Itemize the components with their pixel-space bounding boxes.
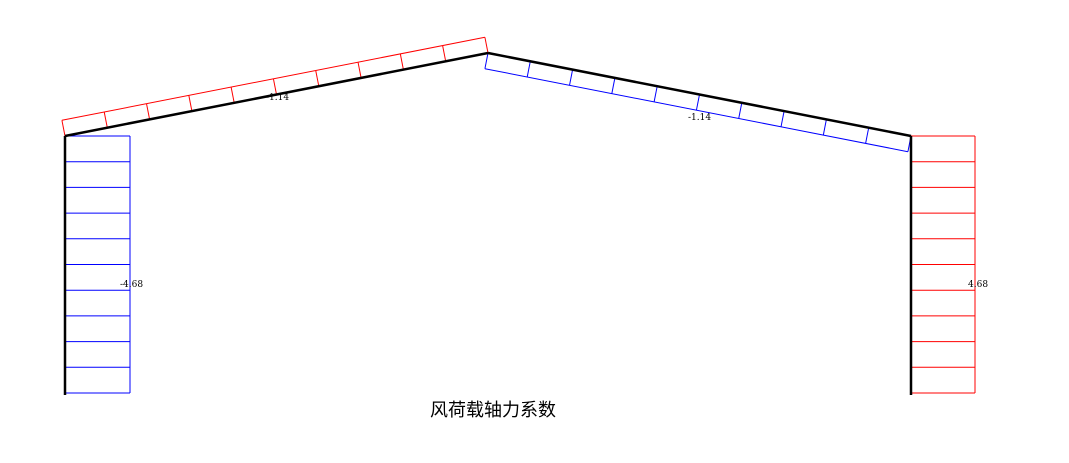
load-hatch-line xyxy=(611,77,616,94)
load-hatch-line xyxy=(230,87,235,103)
load-hatch-line xyxy=(695,94,700,111)
diagram-caption: 风荷载轴力系数 xyxy=(430,400,556,421)
load-hatch-line xyxy=(357,62,362,78)
load-hatch-line xyxy=(103,111,108,128)
load-hatch-line xyxy=(399,53,404,70)
right-column-value-label: 4.68 xyxy=(968,280,988,290)
load-hatch-line xyxy=(442,45,447,62)
left-column-value-label: -4.68 xyxy=(120,280,143,290)
load-hatch-line xyxy=(780,111,785,127)
load-hatch-line xyxy=(484,52,489,69)
load-hatch-line xyxy=(738,102,743,119)
left-rafter-value-label: -1.14 xyxy=(266,93,289,103)
left-rafter-load-diagram xyxy=(61,36,489,137)
load-hatch-line xyxy=(61,120,66,137)
load-hatch-line xyxy=(188,95,193,112)
right-rafter-load-diagram xyxy=(484,52,912,153)
load-hatch-line xyxy=(653,86,658,102)
load-hatch-line xyxy=(272,78,277,95)
right-rafter-value-label: -1.14 xyxy=(688,113,711,123)
load-hatch-line xyxy=(569,69,574,86)
left-rafter-member xyxy=(64,51,489,138)
load-hatch-line xyxy=(315,70,320,87)
load-hatch-line xyxy=(484,37,489,54)
load-hatch-line xyxy=(146,103,151,120)
load-hatch-line xyxy=(865,127,870,144)
load-hatch-line xyxy=(822,119,827,136)
left-column-load-diagram xyxy=(65,135,131,394)
right-rafter-member xyxy=(487,51,912,138)
right-column-load-diagram xyxy=(911,135,976,394)
load-hatch-line xyxy=(526,61,531,78)
